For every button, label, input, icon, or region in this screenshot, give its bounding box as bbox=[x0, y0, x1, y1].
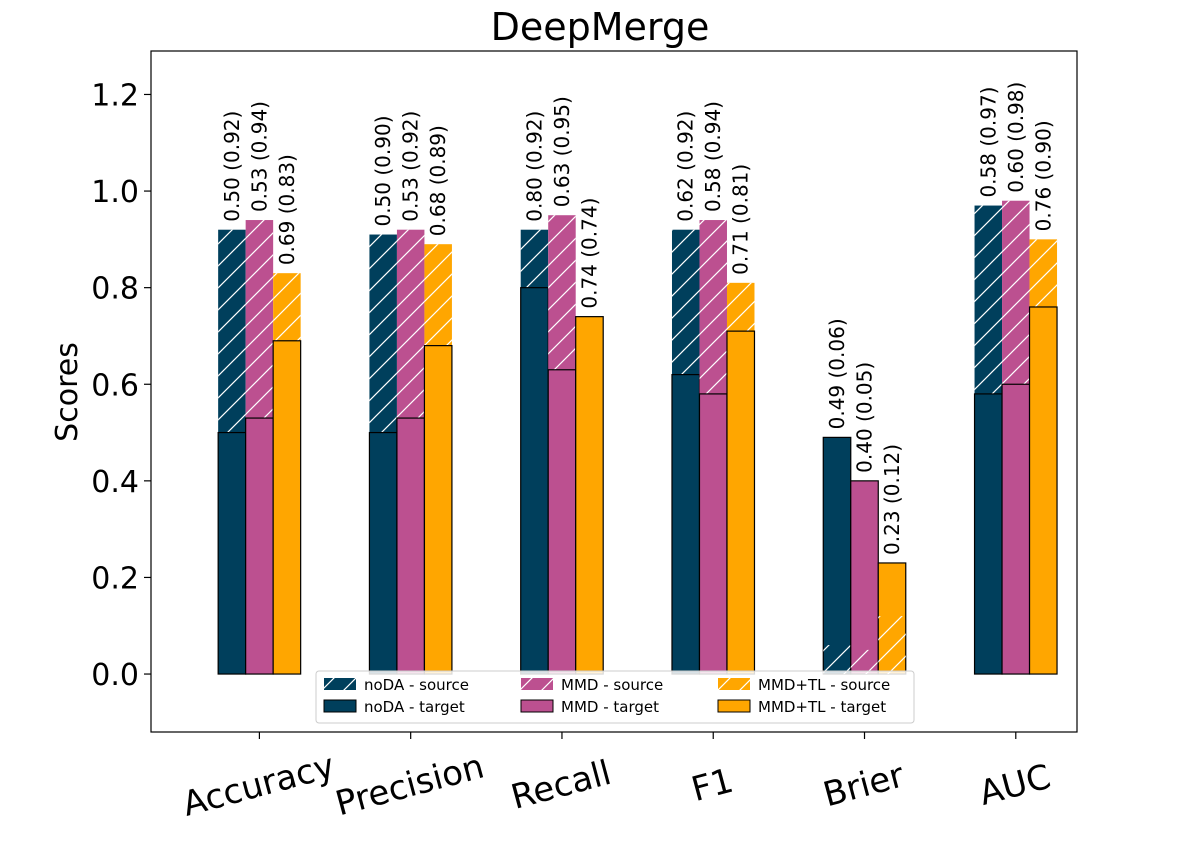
data-label-mmd-brier: 0.40 (0.05) bbox=[853, 362, 877, 473]
bar-noda-target-precision bbox=[368, 431, 398, 675]
y-tick-label: 0.4 bbox=[91, 465, 139, 500]
legend-label-mmd+tl-source: MMD+TL - source bbox=[758, 676, 890, 694]
x-tick-label: Precision bbox=[331, 746, 488, 824]
data-label-mmd-auc: 0.60 (0.98) bbox=[1004, 82, 1028, 193]
legend-swatch-noda-target bbox=[323, 699, 357, 713]
y-tick-label: 1.0 bbox=[91, 175, 139, 210]
bars-layer bbox=[217, 200, 1058, 675]
legend-box bbox=[315, 670, 915, 724]
chart-title: DeepMerge bbox=[491, 5, 710, 49]
bar-noda-target-recall bbox=[520, 287, 549, 675]
legend-label-mmd-source: MMD - source bbox=[561, 676, 663, 694]
data-label-mmd-accuracy: 0.53 (0.94) bbox=[247, 101, 271, 212]
bar-mmd-target-brier bbox=[850, 480, 879, 675]
data-label-mmd-f1: 0.58 (0.94) bbox=[701, 101, 725, 212]
bar-mmd-target-auc bbox=[1001, 383, 1031, 675]
y-tick-label: 0.6 bbox=[91, 368, 139, 403]
bar-mmd-target-precision bbox=[396, 417, 426, 675]
x-tick-label: Brier bbox=[819, 755, 908, 815]
bar-noda-target-f1 bbox=[671, 373, 701, 675]
x-tick-label: F1 bbox=[687, 761, 737, 810]
y-tick-label: 0.2 bbox=[91, 561, 139, 596]
plot-frame bbox=[150, 50, 1078, 733]
data-label-noda-auc: 0.58 (0.97) bbox=[976, 87, 1000, 198]
bar-hatch-overlay-mmd+tl-brier bbox=[878, 616, 906, 675]
bar-noda-target-accuracy bbox=[217, 431, 247, 675]
x-tick-label: Recall bbox=[507, 753, 615, 818]
x-tick-label: AUC bbox=[975, 757, 1055, 814]
data-label-noda-precision: 0.50 (0.90) bbox=[371, 116, 395, 227]
data-label-noda-f1: 0.62 (0.92) bbox=[674, 111, 698, 222]
data-label-noda-recall: 0.80 (0.92) bbox=[522, 111, 546, 222]
bar-mmd-target-f1 bbox=[698, 393, 728, 675]
y-tick-label: 0.8 bbox=[91, 272, 139, 307]
data-labels-layer: 0.50 (0.92) 0.53 (0.94) 0.69 (0.83) 0.50 (0… bbox=[220, 82, 1055, 555]
data-label-mmd+tl-brier: 0.23 (0.12) bbox=[880, 444, 904, 555]
legend-swatch-hatch-mmd+tl bbox=[718, 678, 750, 690]
bar-hatch-overlay-noda-brier bbox=[823, 645, 851, 675]
legend-label-noda-source: noDA - source bbox=[364, 676, 469, 694]
data-label-mmd+tl-precision: 0.68 (0.89) bbox=[426, 125, 450, 236]
bar-mmd-target-recall bbox=[547, 369, 577, 675]
data-label-mmd+tl-f1: 0.71 (0.81) bbox=[729, 164, 753, 275]
legend: noDA - source noDA - target MMD - source MM… bbox=[315, 670, 915, 724]
bar-mmd+tl-target-f1 bbox=[726, 330, 756, 675]
y-axis-label: Scores bbox=[50, 342, 85, 442]
bar-mmd-target-accuracy bbox=[245, 417, 274, 675]
y-tick-label: 1.2 bbox=[91, 78, 139, 113]
data-label-mmd+tl-accuracy: 0.69 (0.83) bbox=[275, 154, 299, 265]
legend-label-noda-target: noDA - target bbox=[364, 698, 465, 716]
data-label-noda-brier: 0.49 (0.06) bbox=[825, 318, 849, 429]
legend-label-mmd+tl-target: MMD+TL - target bbox=[758, 698, 886, 716]
legend-swatch-hatch-noda bbox=[324, 678, 356, 690]
legend-swatch-mmd+tl-target bbox=[717, 699, 751, 713]
bar-mmd+tl-target-recall bbox=[575, 316, 604, 675]
data-label-mmd+tl-recall: 0.74 (0.74) bbox=[577, 198, 601, 309]
data-label-mmd-recall: 0.63 (0.95) bbox=[550, 96, 574, 207]
legend-swatch-mmd-target bbox=[520, 699, 554, 713]
data-label-noda-accuracy: 0.50 (0.92) bbox=[220, 111, 244, 222]
bar-mmd+tl-target-accuracy bbox=[272, 340, 302, 675]
y-tick-label: 0.0 bbox=[91, 658, 139, 693]
bar-mmd+tl-target-precision bbox=[423, 345, 453, 675]
bar-noda-target-brier bbox=[822, 436, 852, 675]
bar-mmd+tl-target-auc bbox=[1028, 306, 1058, 675]
data-label-mmd-precision: 0.53 (0.92) bbox=[399, 111, 423, 222]
x-tick-label: Accuracy bbox=[178, 746, 338, 825]
bar-noda-target-auc bbox=[973, 393, 1003, 675]
y-axis: 0.0 0.2 0.4 0.6 0.8 1.0 1.2 bbox=[91, 78, 151, 693]
bar-hatch-overlay-mmd-brier bbox=[850, 649, 879, 675]
data-label-mmd+tl-auc: 0.76 (0.90) bbox=[1031, 120, 1055, 231]
legend-label-mmd-target: MMD - target bbox=[561, 698, 659, 716]
legend-swatch-hatch-mmd bbox=[521, 678, 553, 690]
